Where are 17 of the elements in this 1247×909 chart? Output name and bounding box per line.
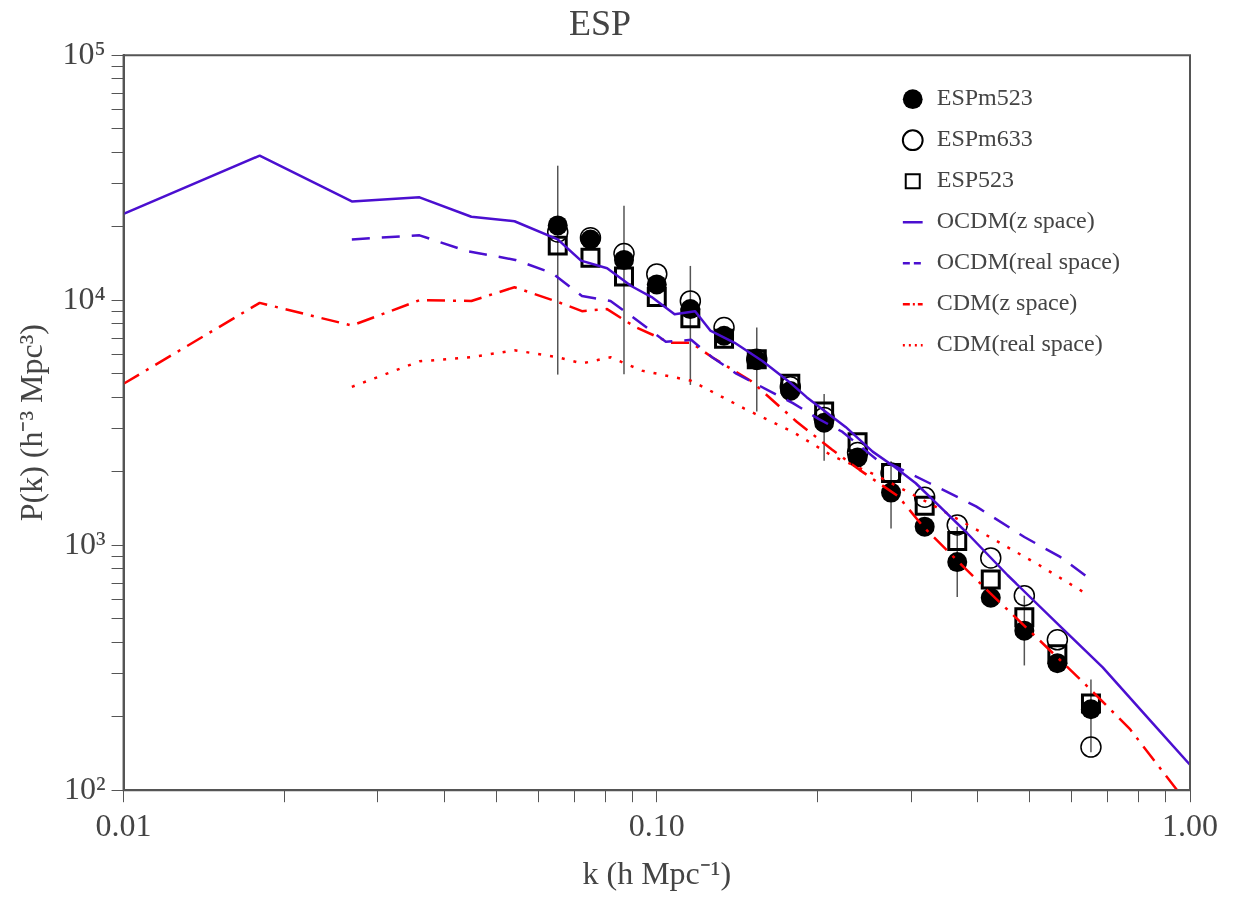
legend-label: OCDM(z space): [936, 207, 1095, 234]
y-tick-label: 10⁵: [62, 34, 106, 71]
x-tick-label: 0.10: [628, 806, 685, 843]
x-tick-label: 0.01: [95, 806, 152, 843]
legend-label: OCDM(real space): [936, 248, 1121, 275]
legend-label: ESPm633: [936, 125, 1033, 152]
x-tick-label: 1.00: [1162, 806, 1218, 843]
y-tick-label: 10²: [63, 769, 106, 806]
legend-label: ESP523: [936, 166, 1015, 193]
chart-title: ESP: [568, 3, 632, 44]
x-axis-title: k (h Mpc⁻¹): [582, 855, 732, 892]
y-tick-label: 10⁴: [62, 279, 106, 316]
y-tick-label: 10³: [63, 524, 106, 561]
y-axis-title: P(k) (h⁻³ Mpc³): [12, 324, 49, 522]
legend-label: ESPm523: [936, 84, 1033, 111]
legend-label: CDM(real space): [936, 330, 1103, 357]
legend-label: CDM(z space): [936, 289, 1078, 316]
